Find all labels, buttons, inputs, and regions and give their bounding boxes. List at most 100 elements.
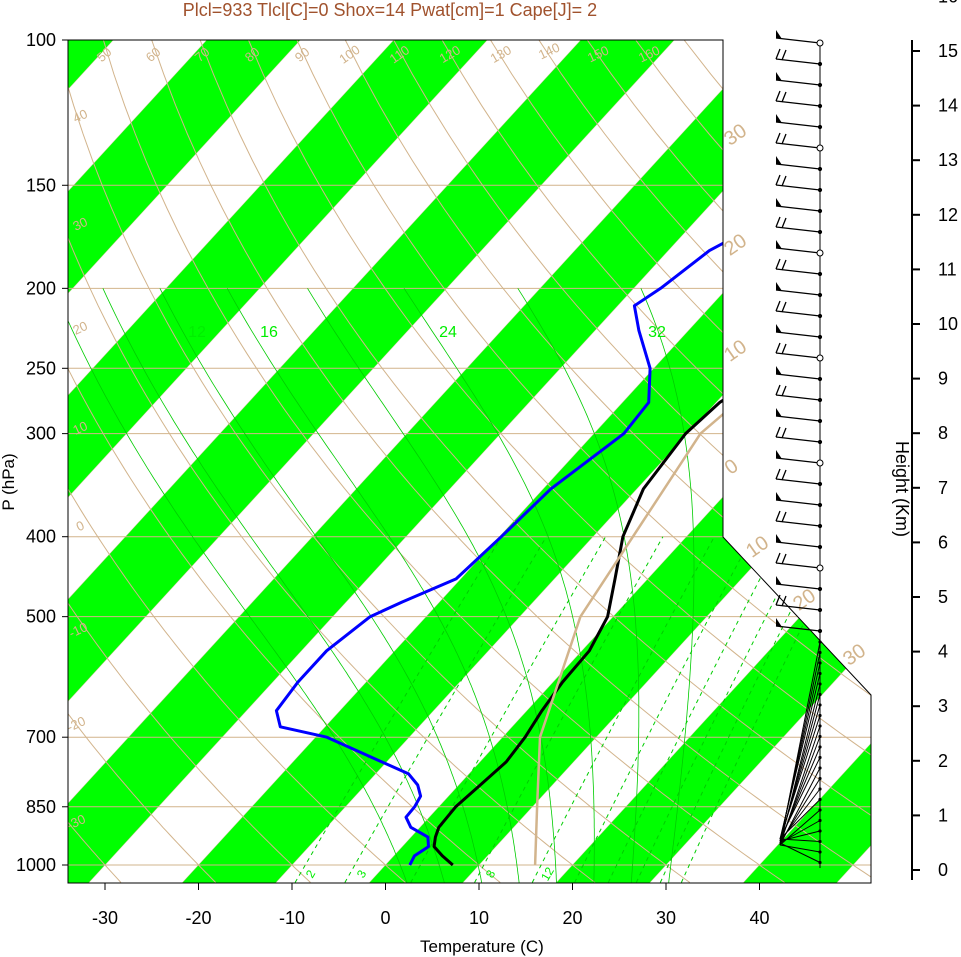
wind-station-marker [817,586,823,592]
wind-barb-pennant [776,156,782,165]
wind-barb [775,604,821,611]
isotherm-label: 10 [720,336,751,367]
wind-barb-feather [775,384,781,396]
moist-adiabat-line [102,288,445,883]
wind-station-marker [817,523,823,529]
height-tick-label: 12 [938,205,958,225]
wind-barb [775,520,821,527]
wind-barb [779,673,821,840]
temperature-band [68,40,524,883]
wind-barb-feather [781,469,787,481]
isotherm-line [68,40,244,883]
mixing-ratio-line [659,536,829,883]
moist-adiabat-line [403,288,595,883]
dry-adiabat-line [68,40,596,883]
isotherm-label: 60 [143,44,164,65]
wind-barb [775,226,821,233]
wind-barb-feather [781,217,787,229]
wind-barb [775,100,821,107]
dry-adiabat-line [199,40,871,883]
dry-adiabat-line [68,40,122,883]
wind-station-marker [817,208,823,214]
wind-barb-pennant [776,366,782,375]
wind-station-marker [817,271,823,277]
isotherm-line [68,40,525,883]
wind-barb [775,415,821,422]
isotherm-label: 0 [74,518,87,535]
pressure-tick-label: 700 [26,727,56,747]
isotherm-label: 0 [721,455,743,479]
pressure-tick-label: 200 [26,278,56,298]
temperature-tick-label: 10 [469,908,489,928]
sounding-series [274,40,871,867]
wind-barb [775,352,821,359]
wind-barb-feather [775,468,781,480]
height-tick-label: 5 [938,587,948,607]
temperature-band [540,40,871,883]
wind-station-marker [817,334,823,340]
wind-barb-pennant [776,198,782,207]
wind-station-marker [818,766,822,770]
wind-barb [775,289,821,296]
wind-barb [775,58,821,65]
wind-station-marker [816,459,824,467]
isotherm-label: 20 [789,585,820,616]
wind-station-marker [816,354,824,362]
wind-station-marker [818,818,822,823]
dry-adiabat-line [248,40,871,883]
isotherm-label: 30 [70,214,89,234]
isotherm-label: 130 [488,42,514,66]
temperature-tick-label: 20 [562,908,582,928]
wind-barb [775,142,821,149]
wind-station-marker [818,724,822,728]
wind-station-marker [818,745,822,749]
dry-adiabat-line [68,40,217,883]
isotherm-label: -10 [66,619,89,641]
wind-station-marker [816,39,824,47]
mixing-ratio-line [680,536,848,883]
isotherm-label: 10 [742,532,773,563]
isotherm-line [0,0,56,900]
wind-barb [779,715,821,840]
mixing-ratio-line [574,536,753,883]
mixing-ratio-line [294,536,503,883]
isotherm-line [68,40,431,883]
height-tick-label: 8 [938,423,948,443]
wind-barb-feather [781,427,787,439]
wind-barb [775,331,821,338]
wind-barb-pennant [776,324,782,333]
wind-barb [775,184,821,191]
wind-barb-feather [775,174,781,186]
temperature-axis: -30 -20 -10 0 10 20 30 40 [92,883,770,928]
pressure-tick-label: 300 [26,424,56,444]
mixing-ratio-line [344,536,547,883]
wind-station-marker [817,439,823,445]
height-tick-label: 3 [938,696,948,716]
wind-barb [775,79,821,86]
moist-adiabat-line [68,288,408,883]
wind-station-marker [817,418,823,424]
temperature-tick-label: -30 [92,908,118,928]
temperature-tick-label: 0 [380,908,390,928]
temperature-band [68,40,711,883]
mixing-ratio-label: 24 [439,324,457,341]
wind-barb-feather [775,594,781,606]
isotherm-line [68,40,805,883]
wind-barb-feather [775,342,781,354]
isotherm-label: 10 [70,418,89,438]
wind-barb-pennant [776,30,782,39]
height-tick-label: 14 [938,96,958,116]
mixing-ratio-label: 2 [303,867,319,880]
dry-adiabat-line [68,40,501,883]
isotherm-label: 20 [70,318,89,338]
wind-barb-feather [781,49,787,61]
wind-barb-feather [775,300,781,312]
wind-station-marker [818,640,822,644]
wind-station-marker [817,229,823,235]
wind-barb-feather [781,343,787,355]
mixing-ratio-line [410,536,607,883]
pressure-tick-label: 500 [26,607,56,627]
height-tick-label: 4 [938,642,948,662]
wind-barb-feather [775,426,781,438]
wind-station-marker [817,397,823,403]
